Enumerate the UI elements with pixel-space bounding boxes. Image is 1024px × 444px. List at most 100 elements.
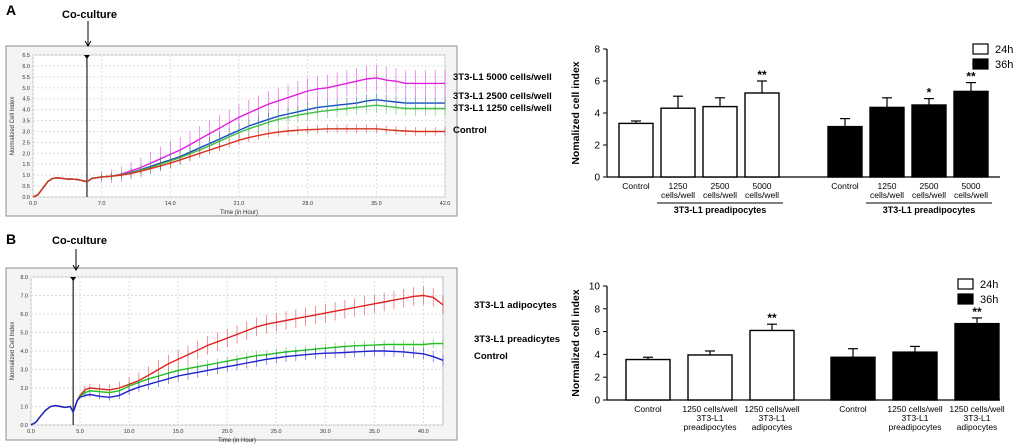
category-label: cells/well — [954, 190, 988, 200]
bar-group-0: Control 1250 cells/well3T3-L1preadipocyte… — [625, 311, 800, 432]
category-label: 1250 cells/well — [682, 404, 737, 414]
x-tick-label: 42.0 — [440, 201, 451, 207]
series-label: 3T3-L1 2500 cells/well — [453, 91, 552, 102]
x-tick-label: 5.0 — [76, 429, 84, 435]
series-label: 3T3-L1 1250 cells/well — [453, 103, 552, 114]
category-label: 1250 cells/well — [744, 404, 799, 414]
marker-triangle — [83, 55, 90, 59]
category-label: 3T3-L1 — [964, 413, 991, 423]
y-tick-label: 8 — [594, 45, 600, 56]
panel-b-line-chart: 0.0 1.0 2.0 3.0 4.0 5.0 6.0 7.0 8.0 0.0 5.0 10.0 15.… — [5, 267, 458, 444]
x-tick-label: 28.0 — [302, 201, 313, 207]
category-label: 5000 — [753, 181, 772, 191]
category-label: 2500 — [711, 181, 730, 191]
bar — [687, 354, 733, 401]
bar — [749, 329, 795, 401]
x-tick-label: 35.0 — [369, 429, 380, 435]
legend-swatch — [972, 43, 989, 55]
y-tick-label: 7.0 — [20, 294, 28, 300]
category-label: 3T3-L1 — [902, 413, 929, 423]
y-tick-label: 6 — [594, 327, 600, 338]
y-tick-label: 4.5 — [22, 97, 30, 103]
category-label: cells/well — [870, 190, 904, 200]
series-label: 3T3-L1 5000 cells/well — [453, 72, 552, 83]
y-tick-label: 2.0 — [22, 151, 30, 157]
significance-label: ** — [757, 68, 767, 82]
y-tick-label: 6.0 — [20, 312, 28, 318]
x-tick-label: 0.0 — [27, 429, 35, 435]
category-label: cells/well — [661, 190, 695, 200]
category-label: adipocytes — [752, 422, 793, 432]
x-tick-label: 40.0 — [418, 429, 429, 435]
y-tick-label: 10 — [589, 282, 601, 293]
x-axis-label: Time (in Hour) — [220, 210, 258, 216]
bar — [625, 358, 671, 401]
y-tick-label: 4 — [594, 109, 600, 120]
panel-a-bar-chart: 0 2 4 6 8 Nomalized cell index 24h 36h Control 12… — [570, 43, 1013, 215]
co-culture-arrow-b-head — [72, 264, 80, 271]
y-axis-label: Nomalized cell index — [570, 61, 582, 164]
bar — [911, 104, 947, 178]
legend-swatch — [972, 58, 989, 70]
legend-swatch — [957, 293, 974, 305]
x-tick-label: 25.0 — [271, 429, 282, 435]
bar — [953, 90, 989, 178]
group-bracket-label: 3T3-L1 preadipocytes — [883, 205, 976, 215]
series-label: 3T3-L1 preadicytes — [474, 334, 560, 345]
y-tick-label: 1.0 — [22, 173, 30, 179]
y-tick-label: 4 — [594, 350, 600, 361]
y-tick-label: 3.0 — [20, 368, 28, 374]
bar — [618, 122, 654, 178]
y-tick-label: 5.0 — [20, 331, 28, 337]
legend-swatch — [957, 278, 974, 290]
y-tick-label: 0.0 — [20, 423, 28, 429]
significance-label: * — [927, 86, 932, 100]
series-line — [32, 128, 445, 198]
y-tick-label: 2 — [594, 373, 600, 384]
y-tick-label: 6 — [594, 77, 600, 88]
category-label: 5000 — [962, 181, 981, 191]
x-tick-label: 30.0 — [320, 429, 331, 435]
category-label: 1250 — [878, 181, 897, 191]
bar — [744, 92, 780, 178]
x-tick-label: 14.0 — [165, 201, 176, 207]
panel-a-line-chart: 0.0 0.5 1.0 1.5 2.0 2.5 3.0 3.5 4.0 4.5 5.0 5.5 6.0 6… — [5, 45, 458, 217]
series-label: Control — [453, 125, 487, 136]
x-tick-label: 21.0 — [234, 201, 245, 207]
y-tick-label: 6.0 — [22, 64, 30, 70]
y-axis-label: Normalized Cell Index — [10, 322, 16, 381]
category-label: cells/well — [912, 190, 946, 200]
x-tick-label: 10.0 — [124, 429, 135, 435]
series-3 — [32, 124, 446, 198]
bar-group-1: Control 1250 cells/well3T3-L1preadipocyte… — [830, 305, 1005, 432]
y-tick-label: 4.0 — [22, 108, 30, 114]
y-tick-label: 3.5 — [22, 119, 30, 125]
series-label: Control — [474, 351, 508, 362]
y-tick-label: 4.0 — [20, 349, 28, 355]
significance-label: ** — [966, 70, 976, 84]
x-axis-label: Time (in Hour) — [218, 438, 256, 444]
marker-triangle — [70, 277, 77, 281]
legend-label: 24h — [995, 44, 1013, 56]
y-tick-label: 1.5 — [22, 162, 30, 168]
co-culture-callout-a: Co-culture — [62, 9, 117, 21]
category-label: preadipocytes — [889, 422, 942, 432]
bar — [830, 356, 876, 401]
panel-label-a: A — [6, 2, 17, 18]
group-bracket-label: 3T3-L1 preadipocytes — [674, 205, 767, 215]
y-tick-label: 8 — [594, 304, 600, 315]
co-culture-callout-b: Co-culture — [52, 235, 107, 247]
y-axis-label: Normalized Cell Index — [10, 97, 16, 156]
category-label: 2500 — [920, 181, 939, 191]
y-tick-label: 6.5 — [22, 53, 30, 59]
x-tick-label: 7.0 — [98, 201, 106, 207]
panel-b-bar-chart: 0 2 4 6 8 10 Normalized cell index 24h 36h Contro… — [570, 278, 1005, 432]
category-label: 1250 cells/well — [949, 404, 1004, 414]
category-label: Control — [839, 404, 867, 414]
x-tick-label: 20.0 — [222, 429, 233, 435]
bar — [869, 106, 905, 178]
legend-label: 36h — [980, 294, 998, 306]
category-label: 1250 — [669, 181, 688, 191]
series-line — [30, 350, 444, 426]
category-label: preadipocytes — [684, 422, 737, 432]
